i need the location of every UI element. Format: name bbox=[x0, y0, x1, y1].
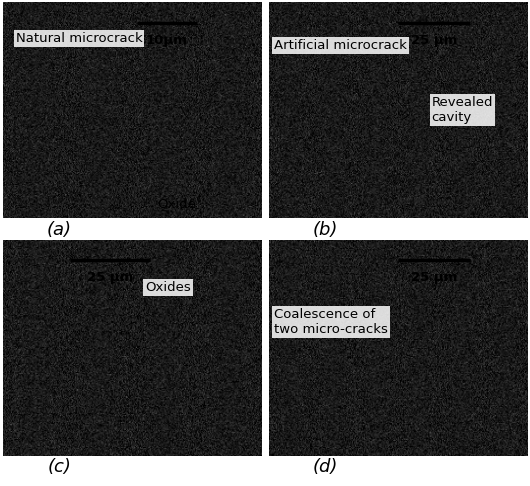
Text: 25 μm: 25 μm bbox=[87, 271, 133, 284]
Text: (a): (a) bbox=[47, 221, 72, 239]
Text: Oxide: Oxide bbox=[158, 198, 197, 211]
Text: (b): (b) bbox=[313, 221, 339, 239]
Text: (c): (c) bbox=[48, 458, 72, 476]
Text: Coalescence of
two micro-cracks: Coalescence of two micro-cracks bbox=[274, 308, 388, 336]
Text: 10μm: 10μm bbox=[146, 34, 188, 47]
Text: 25 μm: 25 μm bbox=[411, 34, 457, 47]
Text: Oxides: Oxides bbox=[145, 281, 191, 294]
Text: (d): (d) bbox=[313, 458, 339, 476]
Text: Natural microcrack: Natural microcrack bbox=[15, 32, 143, 45]
Text: Revealed
cavity: Revealed cavity bbox=[432, 96, 493, 124]
Text: 25 μm: 25 μm bbox=[411, 271, 457, 284]
Text: Artificial microcrack: Artificial microcrack bbox=[274, 39, 407, 52]
